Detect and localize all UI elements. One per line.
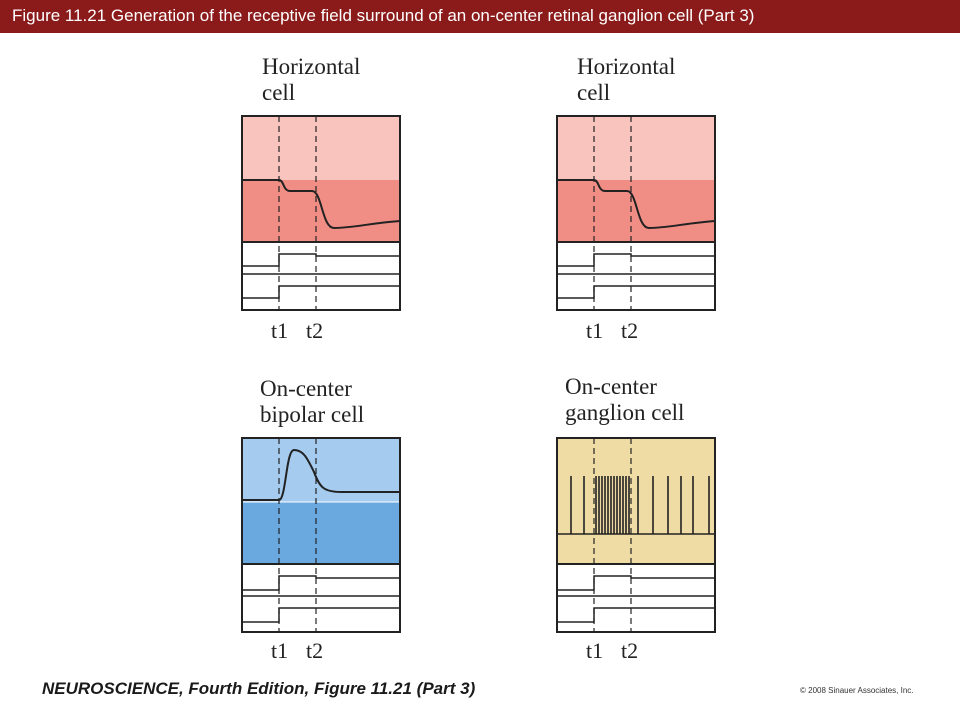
footer-citation: NEUROSCIENCE, Fourth Edition, Figure 11.… [42,679,476,698]
horizontal-right-plot [556,115,716,311]
label-line-1: On-center [565,374,657,399]
label-line-2: cell [262,80,296,105]
stimulus-trace-center [242,575,400,591]
stimulus-trace-surround [557,607,715,623]
ganglion-label: On-center ganglion cell [565,374,684,426]
stimulus-trace-surround [242,607,400,623]
label-line-1: On-center [260,376,352,401]
bipolar-label: On-center bipolar cell [260,376,364,428]
plot-frame [241,437,401,633]
plot-frame [556,437,716,633]
spike-train [570,476,710,534]
resting-band [557,116,715,180]
hyperpolarized-band [242,502,400,564]
stimulus-trace-surround [242,285,400,299]
stimulus-trace-center [557,253,715,267]
label-line-1: Horizontal [577,54,676,79]
membrane-potential-trace [242,179,401,230]
label-line-2: ganglion cell [565,400,685,425]
t1-label: t1 [586,318,604,343]
horizontal-left-plot [241,115,401,311]
copyright-notice: © 2008 Sinauer Associates, Inc. [800,686,914,695]
hyperpolarized-band [557,180,715,242]
figure-title: Figure 11.21 Generation of the receptive… [12,6,755,25]
t2-label: t2 [621,318,639,343]
bipolar-plot [241,437,401,633]
firing-band [557,438,715,564]
t2-label: t2 [306,638,324,663]
membrane-potential-trace [557,179,716,230]
hyperpolarized-band [242,180,400,242]
t1-label: t1 [586,638,604,663]
membrane-potential-trace [242,448,400,501]
label-line-1: Horizontal [262,54,361,79]
plot-frame [556,115,716,311]
t2-label: t2 [306,318,324,343]
stimulus-trace-center [242,253,400,267]
horizontal-left-label: Horizontal cell [262,54,360,106]
ganglion-plot [556,437,716,633]
stimulus-trace-surround [557,285,715,299]
label-line-2: cell [577,80,611,105]
t1-label: t1 [271,638,289,663]
title-bar: Figure 11.21 Generation of the receptive… [0,0,960,33]
t1-label: t1 [271,318,289,343]
stimulus-trace-center [557,575,715,591]
horizontal-right-label: Horizontal cell [577,54,675,106]
label-line-2: bipolar cell [260,402,365,427]
t2-label: t2 [621,638,639,663]
plot-frame [241,115,401,311]
resting-band [242,116,400,180]
